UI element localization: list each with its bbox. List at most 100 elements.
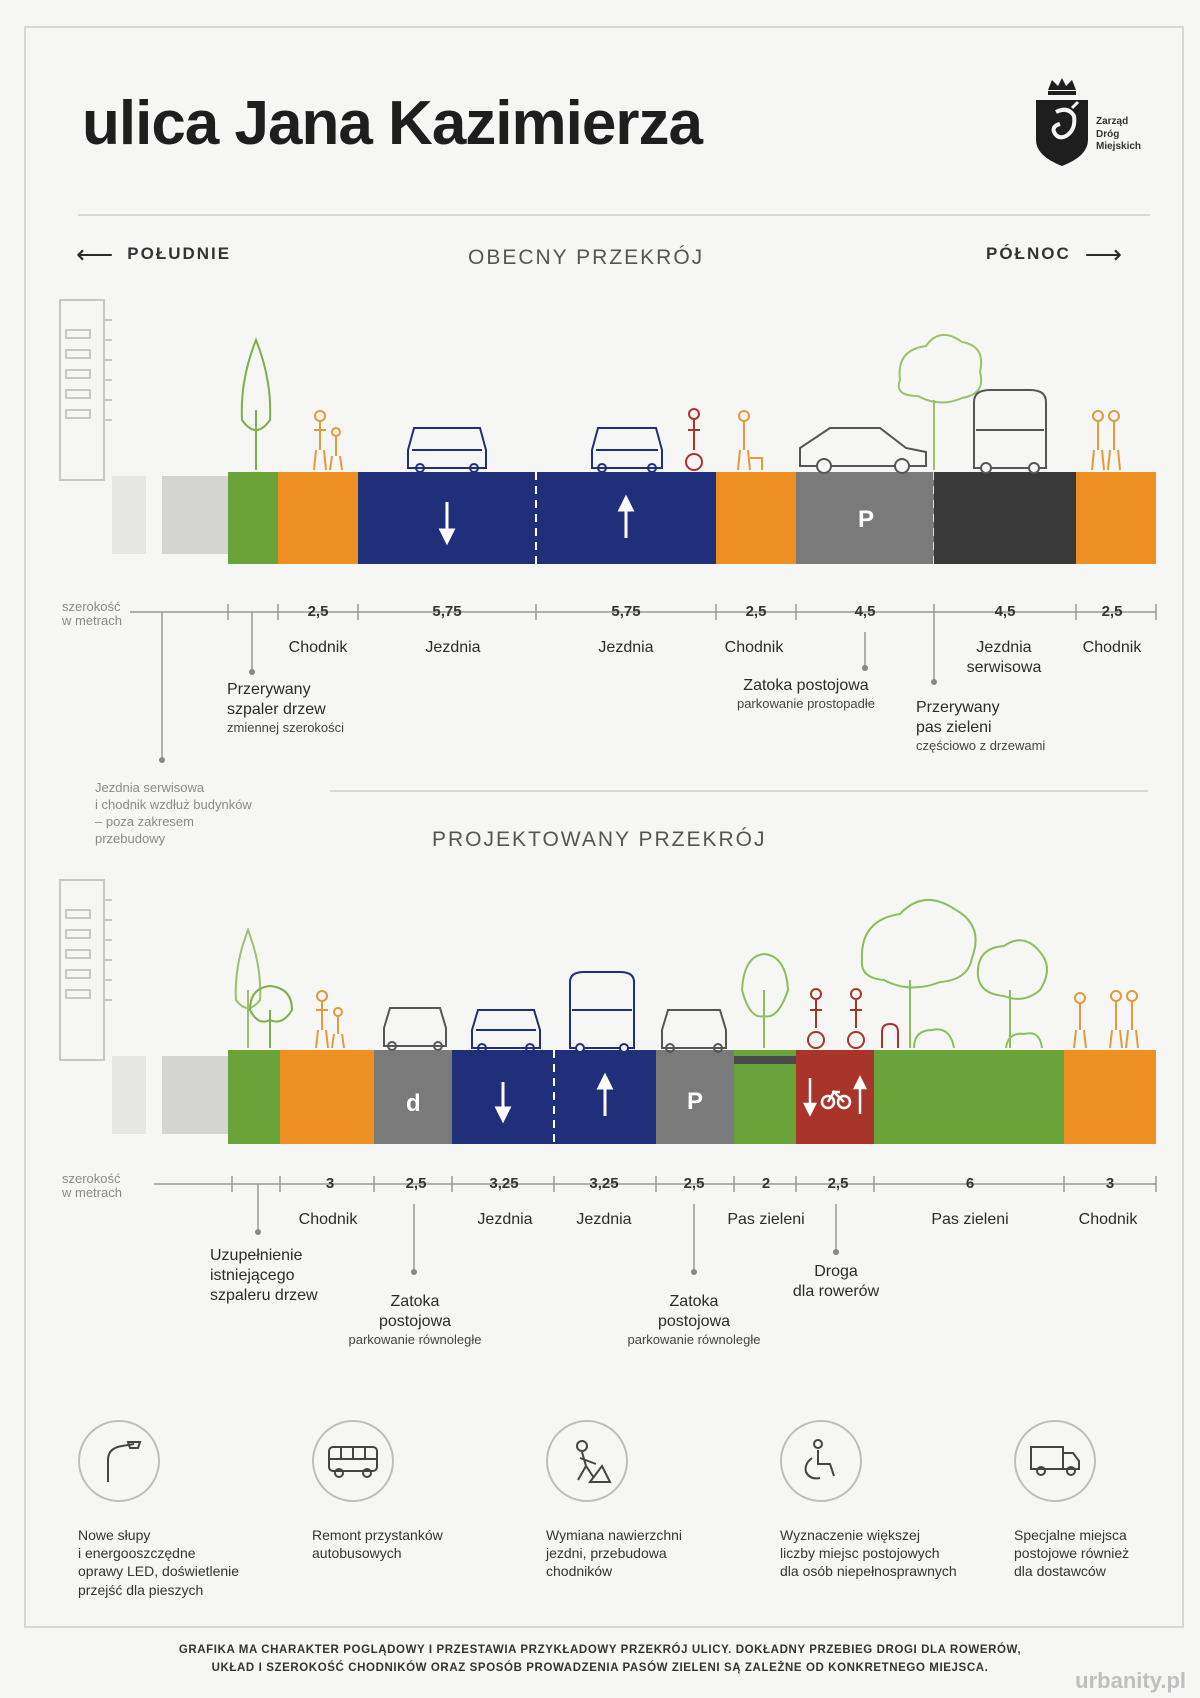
width-value: 2,5 xyxy=(827,1175,849,1192)
arrow-down-icon xyxy=(494,1082,512,1124)
label-roadway: Jezdnia xyxy=(477,1211,533,1228)
arrow-left-icon: ⟵ xyxy=(76,239,114,269)
sidewalk-strip xyxy=(280,1050,374,1144)
label-roadway: Jezdnia xyxy=(425,639,481,656)
width-value: 2,5 xyxy=(1101,603,1123,620)
callout-line: Przerywany xyxy=(916,699,1000,716)
logo-line-2: Dróg xyxy=(1096,128,1120,140)
label-roadway: Jezdnia xyxy=(598,639,654,656)
callout-line: Zatoka xyxy=(390,1293,440,1310)
van-icon xyxy=(973,389,1047,474)
building-icon xyxy=(59,879,112,1061)
disclaimer-line: UKŁAD I SZEROKOŚĆ CHODNIKÓW ORAZ SPOSÓB … xyxy=(211,1661,989,1674)
arrow-down-icon xyxy=(438,502,456,546)
large-tree-icon xyxy=(860,898,977,1048)
width-value: 5,75 xyxy=(432,603,462,620)
callout-line: Przerywany xyxy=(227,681,311,698)
benefit-text: Specjalne miejsca postojowe również dla … xyxy=(1014,1526,1164,1581)
width-value: 2,5 xyxy=(405,1175,427,1192)
van-icon xyxy=(569,971,635,1053)
benefit-line: i energooszczędne xyxy=(78,1545,196,1562)
callout-line: pas zieleni xyxy=(916,719,992,736)
parking-letter: P xyxy=(687,1088,704,1115)
callout-line: postojowa xyxy=(378,1313,452,1330)
benefit-text: Remont przystanków autobusowych xyxy=(312,1526,522,1562)
label-sidewalk: Chodnik xyxy=(1078,1211,1138,1228)
benefit-line: Nowe słupy xyxy=(78,1527,151,1543)
label-service-road: Jezdnia serwisowa xyxy=(966,639,1042,676)
callout-green-strip: Przerywany pas zieleni częściowo z drzew… xyxy=(916,698,1045,754)
poster-frame xyxy=(24,26,1184,1628)
header-divider xyxy=(78,214,1150,216)
existing-service-road xyxy=(162,1056,228,1134)
callout-line: istniejącego xyxy=(210,1267,295,1284)
deciduous-tree-icon xyxy=(897,334,983,470)
width-value: 3,25 xyxy=(489,1175,519,1192)
bus-icon xyxy=(312,1420,394,1502)
pedestrian-dog-icon xyxy=(737,410,763,471)
direction-north-label: PÓŁNOC xyxy=(986,244,1071,263)
benefit-item: Nowe słupy i energooszczędne oprawy LED,… xyxy=(78,1420,288,1599)
note-line: i chodnik wzdłuż budynków xyxy=(95,796,252,812)
parking-bay xyxy=(796,472,934,564)
direction-south: ⟵ POŁUDNIE xyxy=(76,239,231,269)
warsaw-mermaid-crest-icon xyxy=(1036,78,1088,166)
sidewalk-strip xyxy=(716,472,796,564)
delivery-letter: d xyxy=(406,1090,421,1117)
benefit-item: Remont przystanków autobusowych xyxy=(312,1420,522,1562)
benefit-line: Remont przystanków xyxy=(312,1527,443,1543)
sidewalk-strip xyxy=(1076,472,1156,564)
sidewalk-strip xyxy=(278,472,358,564)
benefit-item: Specjalne miejsca postojowe również dla … xyxy=(1014,1420,1164,1581)
width-value: 2,5 xyxy=(745,603,767,620)
benefit-line: Wyznaczenie większej xyxy=(780,1527,920,1543)
width-caption-line-2: w metrach xyxy=(62,613,122,629)
willow-tree-icon xyxy=(740,952,790,1048)
label-green-strip: Pas zieleni xyxy=(727,1211,805,1228)
benefit-line: dla osób niepełnosprawnych xyxy=(780,1563,957,1580)
label-sidewalk: Chodnik xyxy=(298,1211,358,1228)
width-caption-line-1: szerokość xyxy=(62,599,121,614)
callout-line: szpaler drzew xyxy=(227,701,326,718)
benefit-text: Nowe słupy i energooszczędne oprawy LED,… xyxy=(78,1526,288,1599)
benefit-line: jezdni, przebudowa xyxy=(546,1545,667,1562)
benefit-line: chodników xyxy=(546,1563,613,1580)
poplar-tree-icon xyxy=(240,337,272,470)
benefit-line: oprawy LED, doświetlenie xyxy=(78,1563,240,1580)
bike-path-arrows-icon xyxy=(802,1075,868,1117)
road-worker-icon xyxy=(546,1420,628,1502)
delivery-bay xyxy=(374,1050,452,1144)
callout-line: szpaleru drzew xyxy=(210,1287,318,1304)
label-sidewalk: Chodnik xyxy=(288,639,348,656)
projected-section-title: PROJEKTOWANY PRZEKRÓJ xyxy=(432,828,767,851)
cyclist-icon xyxy=(807,988,865,1049)
pedestrians-icon xyxy=(1091,410,1121,471)
out-of-scope-note: Jezdnia serwisowa i chodnik wzdłuż budyn… xyxy=(95,780,252,848)
service-road xyxy=(934,472,1076,564)
benefit-line: autobusowych xyxy=(312,1545,402,1562)
callout-line: Uzupełnienie xyxy=(210,1247,303,1264)
green-strip xyxy=(874,1050,1064,1144)
callout-sub: parkowanie równoległe xyxy=(627,1332,761,1347)
benefit-line: przejść dla pieszych xyxy=(78,1581,204,1598)
sidewalk-strip xyxy=(1064,1050,1156,1144)
width-caption-line-1: szerokość xyxy=(62,1171,121,1186)
pedestrians-icon xyxy=(315,990,345,1049)
arrow-up-icon xyxy=(596,1072,614,1116)
width-value: 4,5 xyxy=(994,603,1016,620)
pedestrians-icon xyxy=(313,410,343,471)
page-title: ulica Jana Kazimierza xyxy=(82,89,703,158)
section-divider xyxy=(330,790,1148,792)
watermark: urbanity.pl xyxy=(1075,1668,1186,1693)
callout-line: Zatoka xyxy=(669,1293,719,1310)
car-icon xyxy=(407,427,487,473)
callout-line: postojowa xyxy=(657,1313,731,1330)
current-cross-section xyxy=(59,299,1156,564)
arrow-up-icon xyxy=(617,494,635,538)
green-strip xyxy=(734,1050,796,1144)
callout-tree-row: Uzupełnienie istniejącego szpaleru drzew xyxy=(210,1246,318,1306)
poplar-tree-icon xyxy=(234,927,262,1048)
callout-sub: częściowo z drzewami xyxy=(916,738,1046,753)
direction-north: PÓŁNOC ⟶ xyxy=(986,241,1122,267)
width-value: 2,5 xyxy=(307,603,329,620)
